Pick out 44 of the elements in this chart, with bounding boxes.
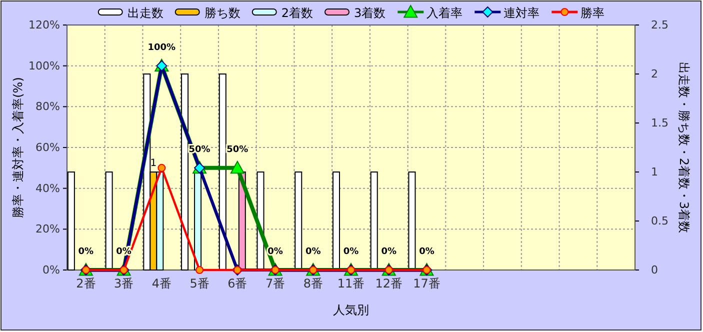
x-axis-title: 人気別 (333, 303, 369, 317)
data-label: 0% (381, 247, 397, 257)
legend-label: 2着数 (281, 6, 313, 20)
x-tick-label: 7番 (265, 276, 286, 291)
legend-label: 勝ち数 (204, 6, 240, 20)
legend-label: 勝率 (580, 6, 605, 20)
data-label: 0% (305, 247, 321, 257)
y-axis-title: 勝率・連対率・入着率(%) (11, 77, 25, 218)
point (230, 160, 244, 174)
y2-tick-label: 0.5 (651, 214, 668, 228)
data-label: 50% (226, 144, 248, 155)
y-tick-label: 0% (42, 264, 60, 277)
x-tick-label: 2番 (76, 276, 96, 291)
point (158, 164, 166, 172)
legend-label: 出走数 (127, 6, 164, 20)
y-tick-label: 60% (36, 141, 60, 154)
point (196, 266, 204, 274)
y2-axis-title: 出走数・勝ち数・2着数・3着数 (677, 62, 691, 234)
y-tick-label: 40% (36, 182, 60, 195)
y-tick-label: 20% (36, 222, 60, 236)
x-tick-label: 8番 (303, 276, 323, 291)
x-tick-label: 5番 (190, 276, 210, 291)
y2-tick-label: 2.5 (651, 18, 668, 32)
x-tick-label: 4番 (152, 276, 172, 291)
y-tick-label: 100% (28, 59, 60, 72)
legend-label: 入着率 (426, 6, 463, 20)
legend-label: 3着数 (354, 6, 386, 20)
y-tick-label: 80% (36, 100, 60, 114)
x-tick-label: 17番 (413, 276, 440, 291)
x-tick-label: 6番 (228, 276, 248, 291)
data-label: 1 (150, 158, 157, 169)
y-tick-label: 120% (28, 18, 60, 32)
data-label: 0% (78, 247, 94, 257)
x-tick-label: 11番 (337, 276, 365, 291)
data-label: 0% (419, 247, 434, 257)
x-tick-label: 12番 (375, 276, 403, 291)
y2-tick-label: 1 (651, 166, 658, 179)
x-tick-label: 3番 (114, 276, 134, 291)
y2-tick-label: 0 (651, 264, 658, 277)
y2-tick-label: 2 (651, 68, 658, 81)
data-label: 100% (148, 42, 176, 53)
legend-label: 連対率 (504, 6, 540, 20)
data-label: 0% (343, 247, 359, 257)
y2-tick-label: 1.5 (651, 116, 668, 130)
